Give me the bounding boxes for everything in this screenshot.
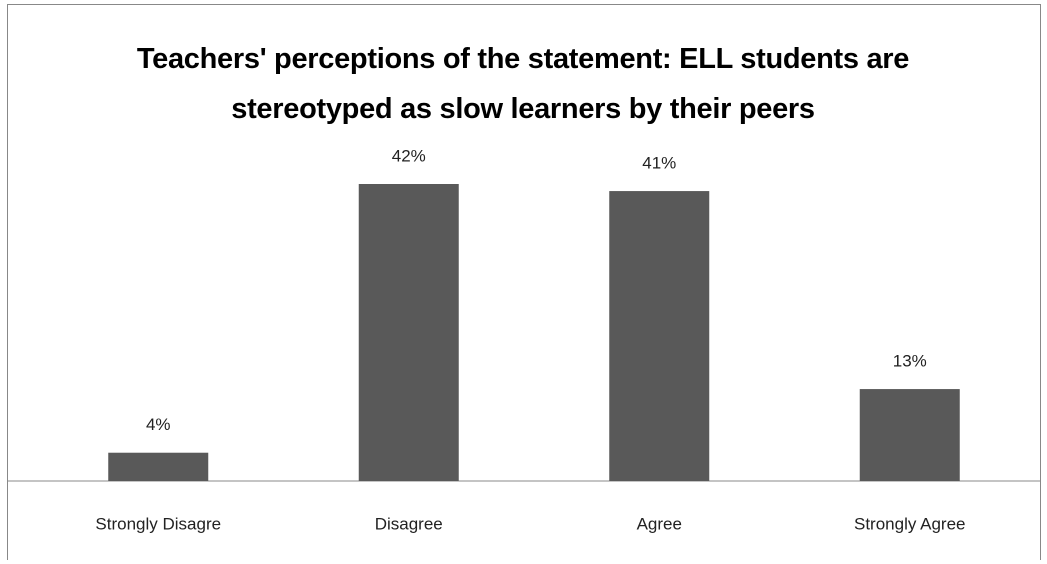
x-tick-label: Strongly Agree bbox=[854, 514, 966, 533]
bar bbox=[859, 389, 960, 481]
data-label: 42% bbox=[392, 146, 426, 165]
data-label: 4% bbox=[146, 415, 171, 434]
x-tick-label: Agree bbox=[637, 514, 682, 533]
chart-title: Teachers' perceptions of the statement: … bbox=[136, 43, 910, 125]
bar bbox=[108, 452, 209, 481]
bar bbox=[609, 191, 710, 482]
data-label: 41% bbox=[642, 154, 676, 173]
bar bbox=[358, 184, 459, 481]
chart-frame bbox=[7, 4, 1041, 560]
data-label: 13% bbox=[893, 352, 927, 371]
x-tick-label: Strongly Disagre bbox=[95, 514, 221, 533]
x-tick-label: Disagree bbox=[375, 514, 443, 533]
